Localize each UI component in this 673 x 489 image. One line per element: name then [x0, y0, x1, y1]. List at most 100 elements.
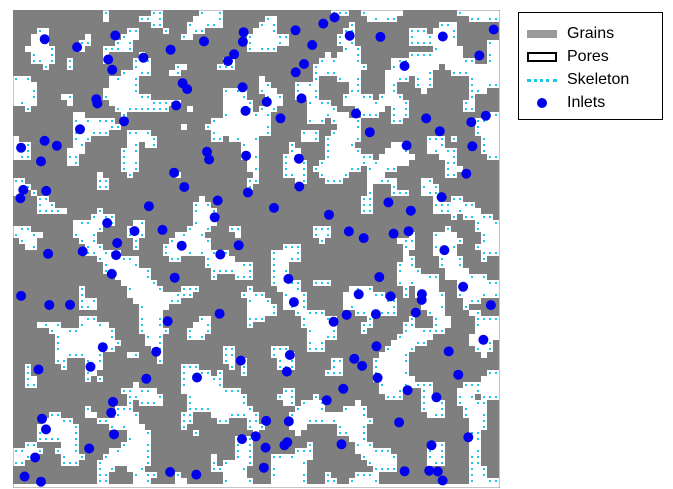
grain-cell: [265, 316, 271, 322]
grain-cell: [355, 388, 361, 394]
grain-cell: [241, 172, 247, 178]
grain-cell: [49, 244, 55, 250]
skeleton-dot: [483, 150, 485, 152]
grain-cell: [337, 46, 343, 52]
grain-cell: [73, 322, 79, 328]
grain-cell: [25, 10, 31, 16]
grain-cell: [211, 448, 217, 454]
skeleton-dot: [213, 252, 215, 254]
grain-cell: [121, 430, 127, 436]
grain-cell: [367, 220, 373, 226]
skeleton-dot: [255, 168, 257, 170]
grain-cell: [373, 196, 379, 202]
grain-cell: [427, 232, 433, 238]
skeleton-dot: [375, 294, 377, 296]
grain-cell: [439, 370, 445, 376]
grain-cell: [67, 238, 73, 244]
skeleton-dot: [135, 162, 137, 164]
grain-cell: [289, 430, 295, 436]
grain-cell: [265, 454, 271, 460]
grain-cell: [13, 430, 19, 436]
grain-cell: [391, 442, 397, 448]
grain-cell: [247, 16, 253, 22]
grain-cell: [55, 28, 61, 34]
grain-cell: [121, 340, 127, 346]
grain-cell: [19, 382, 25, 388]
grain-cell: [343, 364, 349, 370]
grain-cell: [409, 124, 415, 130]
grain-cell: [373, 58, 379, 64]
grain-cell: [13, 466, 19, 472]
skeleton-dot: [267, 48, 269, 50]
grain-cell: [133, 10, 139, 16]
grain-cell: [115, 160, 121, 166]
grain-cell: [217, 292, 223, 298]
grain-cell: [79, 388, 85, 394]
grain-cell: [187, 466, 193, 472]
grain-cell: [67, 256, 73, 262]
grain-cell: [49, 466, 55, 472]
grain-cell: [97, 52, 103, 58]
grain-cell: [43, 286, 49, 292]
grain-cell: [241, 232, 247, 238]
grain-cell: [19, 220, 25, 226]
grain-cell: [205, 76, 211, 82]
grain-cell: [397, 256, 403, 262]
skeleton-dot: [453, 216, 455, 218]
grain-cell: [271, 406, 277, 412]
skeleton-dot: [135, 60, 137, 62]
grain-cell: [73, 202, 79, 208]
grain-cell: [235, 376, 241, 382]
grain-cell: [457, 352, 463, 358]
grain-cell: [103, 40, 109, 46]
grain-cell: [457, 40, 463, 46]
grain-cell: [325, 94, 331, 100]
grain-cell: [67, 208, 73, 214]
grain-cell: [109, 442, 115, 448]
grain-cell: [187, 202, 193, 208]
grain-cell: [331, 394, 337, 400]
grain-cell: [49, 274, 55, 280]
grain-cell: [259, 460, 265, 466]
grain-cell: [451, 382, 457, 388]
grain-cell: [433, 166, 439, 172]
skeleton-dot: [297, 288, 299, 290]
grain-cell: [265, 382, 271, 388]
grain-cell: [361, 124, 367, 130]
grain-cell: [313, 202, 319, 208]
grain-cell: [289, 232, 295, 238]
grain-cell: [151, 76, 157, 82]
grain-cell: [91, 208, 97, 214]
grain-cell: [379, 76, 385, 82]
grain-cell: [325, 196, 331, 202]
grain-cell: [229, 316, 235, 322]
grain-cell: [145, 124, 151, 130]
grain-cell: [253, 10, 259, 16]
grain-cell: [271, 322, 277, 328]
grain-cell: [31, 64, 37, 70]
skeleton-dot: [93, 234, 95, 236]
grain-cell: [337, 244, 343, 250]
grain-cell: [361, 370, 367, 376]
grain-cell: [13, 400, 19, 406]
grain-cell: [277, 370, 283, 376]
grain-cell: [199, 184, 205, 190]
skeleton-dot: [297, 258, 299, 260]
grain-cell: [307, 292, 313, 298]
grain-cell: [43, 118, 49, 124]
skeleton-dot: [363, 12, 365, 14]
skeleton-dot: [435, 48, 437, 50]
grain-cell: [379, 418, 385, 424]
grain-cell: [253, 472, 259, 478]
grain-cell: [163, 76, 169, 82]
grain-cell: [37, 10, 43, 16]
grain-cell: [355, 370, 361, 376]
grain-cell: [199, 70, 205, 76]
grain-cell: [55, 52, 61, 58]
skeleton-dot: [405, 294, 407, 296]
grain-cell: [157, 280, 163, 286]
grain-cell: [49, 454, 55, 460]
grain-cell: [61, 142, 67, 148]
grain-cell: [217, 280, 223, 286]
grain-cell: [169, 460, 175, 466]
